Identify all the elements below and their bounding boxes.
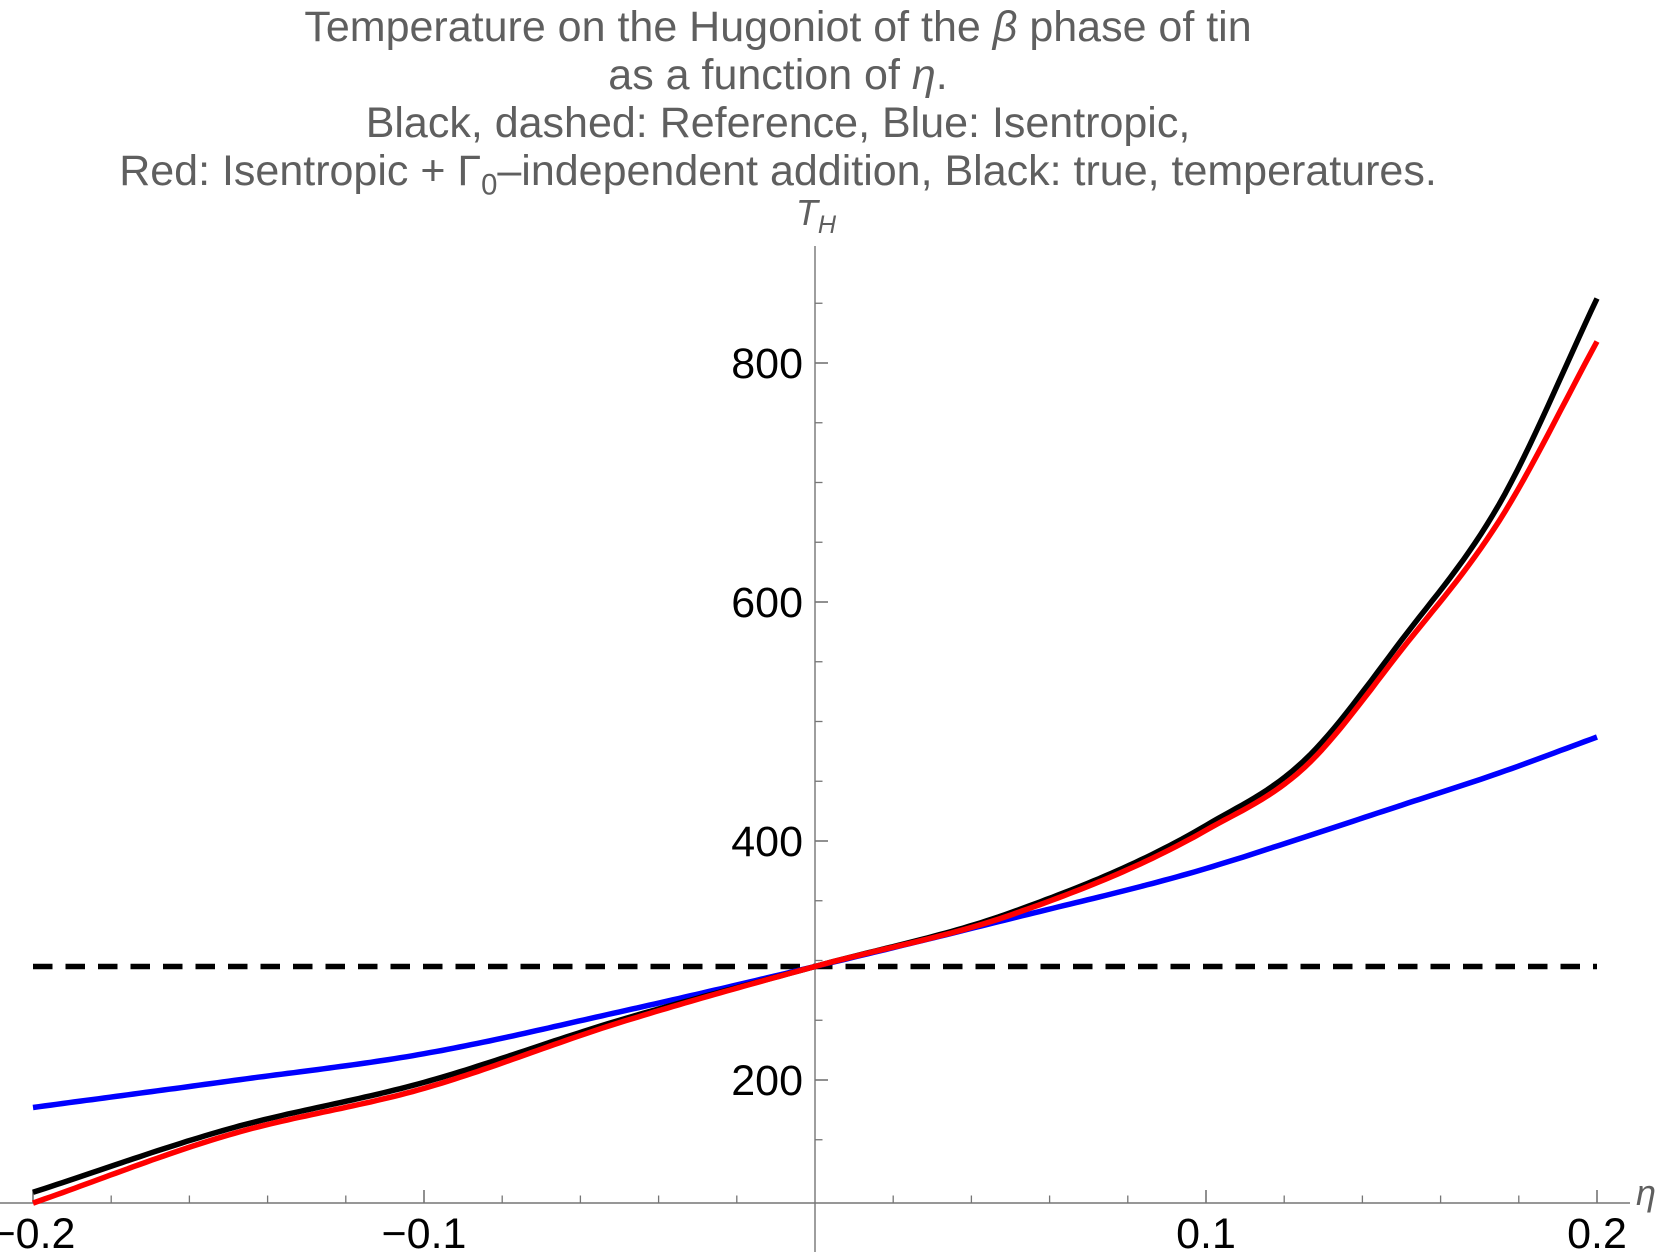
title-line-1-text: Temperature on the Hugoniot of the — [304, 3, 993, 51]
chart-title: Temperature on the Hugoniot of the β pha… — [0, 3, 1556, 210]
title-line-2-tail: . — [935, 51, 948, 99]
y-axis-title: TH — [781, 192, 851, 240]
eta-symbol: η — [911, 51, 936, 99]
beta-symbol: β — [992, 3, 1018, 51]
x-tick-label: 0.2 — [1567, 1210, 1627, 1257]
y-tick-label: 200 — [731, 1057, 803, 1105]
title-line-1-tail: phase of tin — [1017, 3, 1252, 51]
title-line-3-text: Black, dashed: Reference, Blue: Isentrop… — [365, 99, 1191, 147]
title-line-2: as a function of η. — [0, 51, 1556, 99]
x-axis-title-text: η — [1636, 1172, 1656, 1213]
title-line-2-text: as a function of — [608, 51, 912, 99]
title-line-4: Red: Isentropic + Γ0–independent additio… — [0, 147, 1556, 210]
title-line-3: Black, dashed: Reference, Blue: Isentrop… — [0, 99, 1556, 147]
y-axis-title-sub: H — [817, 211, 837, 240]
isentropic-plus-addition-curve — [32, 340, 1600, 1206]
y-tick-label: 800 — [731, 340, 803, 388]
x-tick-label: −0.1 — [382, 1210, 467, 1257]
y-tick-label: 600 — [731, 579, 803, 627]
title-line-1: Temperature on the Hugoniot of the β pha… — [0, 3, 1556, 51]
x-tick-label: 0.1 — [1176, 1210, 1236, 1257]
x-axis-title: η — [1636, 1172, 1656, 1214]
y-tick-label: 400 — [731, 818, 803, 866]
title-line-4-tail: –independent addition, Black: true, temp… — [497, 147, 1437, 195]
x-tick-label: −0.2 — [0, 1210, 75, 1257]
gamma-subscript: 0 — [481, 169, 498, 202]
title-line-4-text: Red: Isentropic + Γ — [119, 147, 482, 195]
y-axis-title-main: T — [795, 192, 818, 233]
